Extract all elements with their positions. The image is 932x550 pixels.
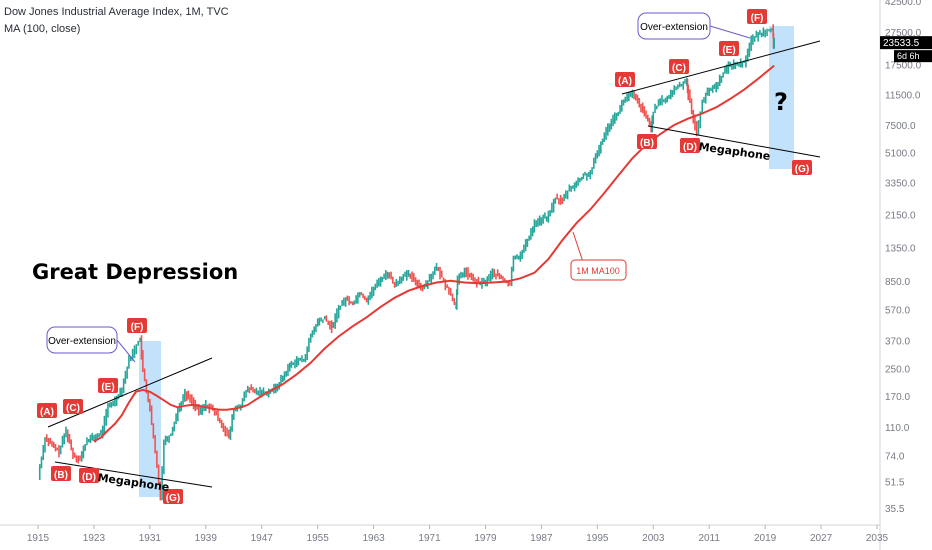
price-tick-label: 27500.0 bbox=[885, 28, 922, 39]
price-tick-label: 1350.0 bbox=[885, 244, 916, 255]
price-tick-label: 370.0 bbox=[885, 336, 910, 347]
time-tick-label: 1987 bbox=[530, 533, 553, 544]
ma-label-box bbox=[570, 259, 627, 281]
price-tick-label: 2150.0 bbox=[885, 210, 916, 221]
ma-label-pointer bbox=[572, 231, 584, 263]
wave-label-new-6-box bbox=[792, 160, 812, 175]
great-depression-label: Great Depression bbox=[32, 260, 238, 284]
wave-label-old-3: (D) bbox=[82, 472, 96, 483]
wave-label-old-2-box bbox=[63, 399, 83, 414]
wave-label-old-6: (G) bbox=[166, 493, 180, 504]
wave-label-new-4: (E) bbox=[722, 45, 735, 56]
wave-label-old-0-box bbox=[37, 403, 57, 418]
price-tick-label: 3350.0 bbox=[885, 179, 916, 190]
price-tick-label: 11500.0 bbox=[885, 90, 921, 101]
time-tick-label: 2027 bbox=[810, 533, 833, 544]
ma-label-text: 1M MA100 bbox=[576, 266, 620, 276]
wave-label-old-6-box bbox=[163, 489, 183, 504]
price-tick-label: 51.5 bbox=[885, 477, 905, 488]
wave-label-new-3: (D) bbox=[683, 142, 697, 153]
current-price-value: 23533.5 bbox=[883, 38, 920, 49]
time-tick-label: 2019 bbox=[754, 533, 777, 544]
wave-label-new-2-box bbox=[669, 59, 689, 74]
time-tick-label: 1971 bbox=[418, 533, 441, 544]
megaphone-old-upper-line bbox=[47, 357, 213, 428]
overext-old-pointer bbox=[116, 339, 136, 363]
wave-label-old-2: (C) bbox=[66, 403, 80, 414]
time-tick-label: 1955 bbox=[307, 533, 330, 544]
wave-label-new-1: (B) bbox=[640, 138, 654, 149]
price-tick-label: 17500.0 bbox=[885, 60, 922, 71]
time-tick-label: 1931 bbox=[139, 533, 162, 544]
price-tick-label: 170.0 bbox=[885, 392, 910, 403]
overext-new-label: Over-extension bbox=[640, 22, 708, 33]
wave-label-old-0: (A) bbox=[40, 407, 54, 418]
symbol-title: Dow Jones Industrial Average Index, 1M, … bbox=[4, 6, 229, 18]
time-tick-label: 1939 bbox=[195, 533, 218, 544]
price-tick-label: 850.0 bbox=[885, 277, 910, 288]
wave-label-old-5: (F) bbox=[131, 322, 144, 333]
wave-label-old-1: (B) bbox=[54, 470, 68, 481]
highlight-box-2020 bbox=[769, 26, 794, 169]
megaphone-new-lower-line bbox=[647, 125, 821, 158]
wave-label-new-5: (F) bbox=[751, 13, 764, 24]
time-tick-label: 1979 bbox=[474, 533, 497, 544]
countdown-tag bbox=[894, 50, 932, 63]
price-tick-label: 35.5 bbox=[885, 504, 905, 515]
question-mark-label: ? bbox=[774, 88, 788, 116]
wave-label-old-1-box bbox=[51, 466, 71, 481]
time-tick-label: 1923 bbox=[83, 533, 106, 544]
price-tick-label: 7500.0 bbox=[885, 121, 916, 132]
time-tick-label: 1963 bbox=[362, 533, 385, 544]
time-tick-label: 1915 bbox=[27, 533, 50, 544]
time-tick-label: 2011 bbox=[698, 533, 720, 544]
wave-label-new-2: (C) bbox=[672, 63, 686, 74]
megaphone-old-lower-line bbox=[54, 461, 213, 488]
price-tick-label: 110.0 bbox=[885, 423, 910, 434]
wave-label-old-3-box bbox=[79, 468, 99, 483]
indicator-legend[interactable]: MA (100, close) bbox=[4, 23, 81, 35]
time-tick-label: 2003 bbox=[642, 533, 665, 544]
price-tick-label: 5100.0 bbox=[885, 149, 916, 160]
ma100-line bbox=[93, 64, 775, 443]
wave-label-new-6: (G) bbox=[795, 164, 809, 175]
wave-label-old-4: (E) bbox=[101, 382, 114, 393]
wave-label-new-0: (A) bbox=[618, 76, 632, 87]
countdown-value: 6d 6h bbox=[897, 51, 920, 61]
overext-new-pointer bbox=[709, 25, 751, 39]
wave-label-new-3-box bbox=[680, 138, 700, 153]
price-tick-label: 570.0 bbox=[885, 305, 910, 316]
current-price-tag[interactable] bbox=[880, 36, 932, 50]
price-tick-label: 42500.0 bbox=[885, 0, 922, 8]
overext-old-label: Over-extension bbox=[48, 336, 116, 347]
price-tick-label: 250.0 bbox=[885, 364, 910, 375]
time-tick-label: 2035 bbox=[866, 533, 889, 544]
megaphone-new-upper-line bbox=[621, 40, 821, 95]
wave-label-old-5-box bbox=[127, 318, 147, 333]
wave-label-new-1-box bbox=[637, 134, 657, 149]
wave-label-new-0-box bbox=[615, 72, 635, 87]
wave-label-new-4-box bbox=[719, 41, 739, 56]
wave-label-new-5-box bbox=[747, 9, 767, 24]
price-tick-label: 74.0 bbox=[885, 451, 905, 462]
time-tick-label: 1947 bbox=[251, 533, 274, 544]
time-tick-label: 1995 bbox=[586, 533, 609, 544]
wave-label-old-4-box bbox=[98, 378, 118, 393]
